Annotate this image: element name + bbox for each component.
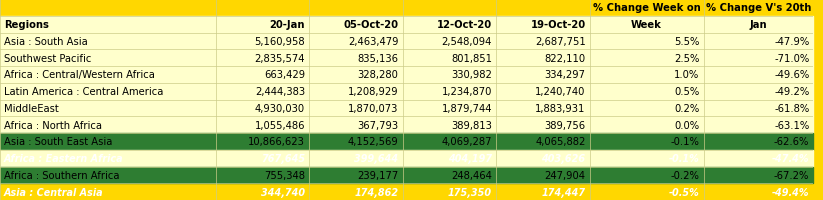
Text: 2.5%: 2.5% bbox=[674, 53, 700, 63]
Text: -0.1%: -0.1% bbox=[671, 137, 700, 147]
Text: 2,835,574: 2,835,574 bbox=[254, 53, 305, 63]
Text: 2,548,094: 2,548,094 bbox=[442, 37, 492, 47]
Text: -49.6%: -49.6% bbox=[774, 70, 809, 80]
Text: 663,429: 663,429 bbox=[264, 70, 305, 80]
Text: 1,240,740: 1,240,740 bbox=[535, 87, 586, 97]
Bar bbox=[0, 150, 813, 167]
Text: 1,234,870: 1,234,870 bbox=[442, 87, 492, 97]
Bar bbox=[0, 0, 813, 33]
Text: 4,065,882: 4,065,882 bbox=[535, 137, 586, 147]
Text: 0.2%: 0.2% bbox=[674, 103, 700, 113]
Text: 05-Oct-20: 05-Oct-20 bbox=[343, 20, 398, 30]
Text: 12-Oct-20: 12-Oct-20 bbox=[437, 20, 492, 30]
Text: Africa : Central/Western Africa: Africa : Central/Western Africa bbox=[4, 70, 155, 80]
Text: 403,626: 403,626 bbox=[542, 153, 586, 163]
Text: Africa : Southern Africa: Africa : Southern Africa bbox=[4, 170, 119, 180]
Text: 239,177: 239,177 bbox=[357, 170, 398, 180]
Text: 389,756: 389,756 bbox=[545, 120, 586, 130]
Text: -47.9%: -47.9% bbox=[774, 37, 809, 47]
Text: 4,152,569: 4,152,569 bbox=[348, 137, 398, 147]
Text: Africa : North Africa: Africa : North Africa bbox=[4, 120, 102, 130]
Text: -63.1%: -63.1% bbox=[774, 120, 809, 130]
Text: Regions: Regions bbox=[4, 20, 49, 30]
Bar bbox=[0, 100, 813, 117]
Text: -49.4%: -49.4% bbox=[772, 187, 809, 197]
Text: Southwest Pacific: Southwest Pacific bbox=[4, 53, 91, 63]
Text: 1,883,931: 1,883,931 bbox=[535, 103, 586, 113]
Text: 174,862: 174,862 bbox=[355, 187, 398, 197]
Text: 248,464: 248,464 bbox=[451, 170, 492, 180]
Text: 1,879,744: 1,879,744 bbox=[442, 103, 492, 113]
Bar bbox=[0, 17, 813, 33]
Text: 5.5%: 5.5% bbox=[674, 37, 700, 47]
Text: 755,348: 755,348 bbox=[264, 170, 305, 180]
Text: 2,687,751: 2,687,751 bbox=[535, 37, 586, 47]
Text: 174,447: 174,447 bbox=[542, 187, 586, 197]
Text: Asia : Central Asia: Asia : Central Asia bbox=[4, 187, 104, 197]
Text: -0.5%: -0.5% bbox=[669, 187, 700, 197]
Text: 1,870,073: 1,870,073 bbox=[348, 103, 398, 113]
Text: 247,904: 247,904 bbox=[545, 170, 586, 180]
Text: -62.6%: -62.6% bbox=[774, 137, 809, 147]
Text: 822,110: 822,110 bbox=[545, 53, 586, 63]
Text: 334,297: 334,297 bbox=[545, 70, 586, 80]
Bar bbox=[0, 83, 813, 100]
Bar bbox=[0, 167, 813, 183]
Text: % Change V's 20th: % Change V's 20th bbox=[706, 3, 811, 13]
Text: Week: Week bbox=[631, 20, 662, 30]
Text: -61.8%: -61.8% bbox=[774, 103, 809, 113]
Bar bbox=[0, 133, 813, 150]
Text: 767,645: 767,645 bbox=[261, 153, 305, 163]
Text: 10,866,623: 10,866,623 bbox=[249, 137, 305, 147]
Text: 404,197: 404,197 bbox=[448, 153, 492, 163]
Text: 389,813: 389,813 bbox=[451, 120, 492, 130]
Text: -47.4%: -47.4% bbox=[772, 153, 809, 163]
Text: 344,740: 344,740 bbox=[261, 187, 305, 197]
Text: 835,136: 835,136 bbox=[357, 53, 398, 63]
Text: % Change Week on: % Change Week on bbox=[593, 3, 700, 13]
Text: -0.2%: -0.2% bbox=[671, 170, 700, 180]
Text: 175,350: 175,350 bbox=[448, 187, 492, 197]
Text: 1,208,929: 1,208,929 bbox=[348, 87, 398, 97]
Bar bbox=[0, 50, 813, 67]
Text: MiddleEast: MiddleEast bbox=[4, 103, 58, 113]
Bar bbox=[0, 33, 813, 50]
Text: 2,463,479: 2,463,479 bbox=[348, 37, 398, 47]
Text: 4,930,030: 4,930,030 bbox=[255, 103, 305, 113]
Text: -0.1%: -0.1% bbox=[669, 153, 700, 163]
Text: 0.5%: 0.5% bbox=[674, 87, 700, 97]
Text: 2,444,383: 2,444,383 bbox=[255, 87, 305, 97]
Text: 399,644: 399,644 bbox=[355, 153, 398, 163]
Text: Asia : South Asia: Asia : South Asia bbox=[4, 37, 88, 47]
Text: 4,069,287: 4,069,287 bbox=[442, 137, 492, 147]
Bar bbox=[0, 67, 813, 83]
Text: 0.0%: 0.0% bbox=[674, 120, 700, 130]
Text: -67.2%: -67.2% bbox=[774, 170, 809, 180]
Bar bbox=[0, 117, 813, 133]
Text: 1.0%: 1.0% bbox=[674, 70, 700, 80]
Text: 20-Jan: 20-Jan bbox=[269, 20, 305, 30]
Text: 330,982: 330,982 bbox=[451, 70, 492, 80]
Text: Jan: Jan bbox=[750, 20, 767, 30]
Text: -49.2%: -49.2% bbox=[774, 87, 809, 97]
Text: 19-Oct-20: 19-Oct-20 bbox=[531, 20, 586, 30]
Text: 1,055,486: 1,055,486 bbox=[254, 120, 305, 130]
Text: 367,793: 367,793 bbox=[357, 120, 398, 130]
Text: -71.0%: -71.0% bbox=[774, 53, 809, 63]
Text: Asia : South East Asia: Asia : South East Asia bbox=[4, 137, 113, 147]
Text: 5,160,958: 5,160,958 bbox=[254, 37, 305, 47]
Text: Latin America : Central America: Latin America : Central America bbox=[4, 87, 164, 97]
Text: Africa : Eastern Africa: Africa : Eastern Africa bbox=[4, 153, 123, 163]
Text: 801,851: 801,851 bbox=[451, 53, 492, 63]
Text: 328,280: 328,280 bbox=[358, 70, 398, 80]
